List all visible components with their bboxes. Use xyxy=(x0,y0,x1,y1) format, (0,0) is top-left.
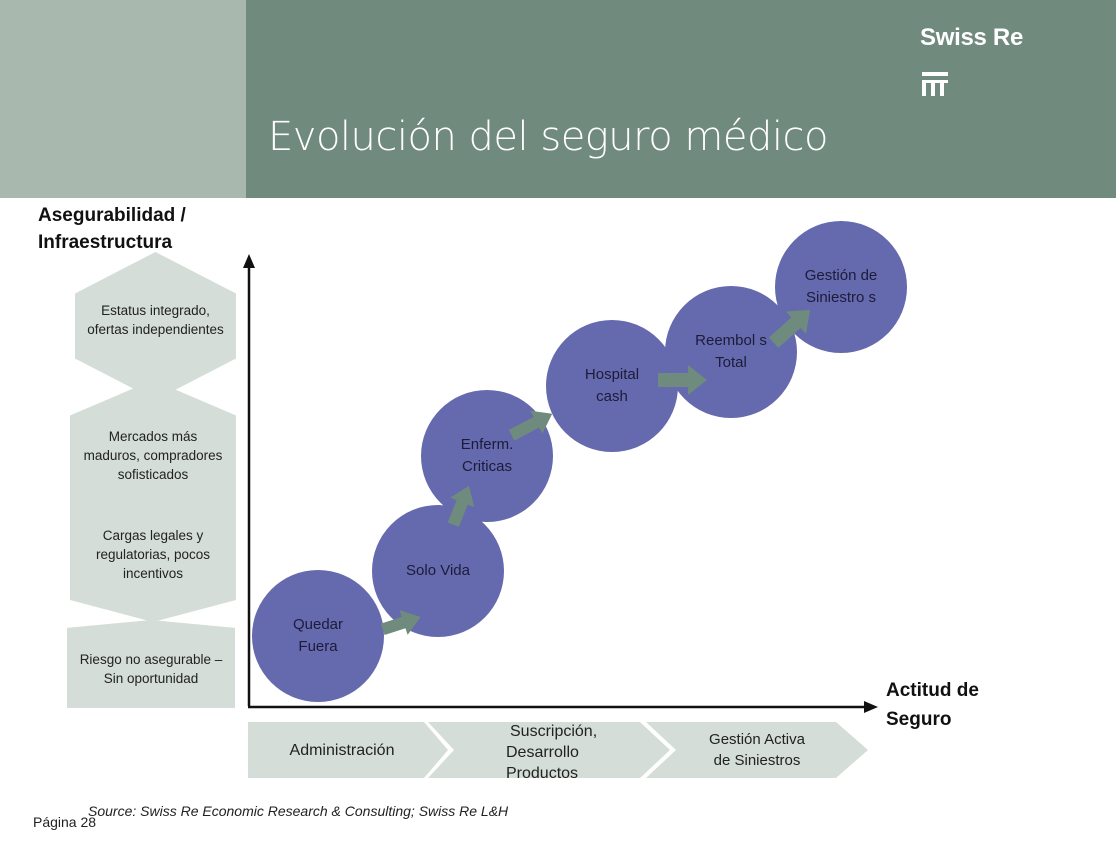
swiss-re-logo-icon xyxy=(922,72,948,96)
page-number: Página 28 xyxy=(33,814,97,830)
page-title: Evolución del seguro médico xyxy=(268,114,828,160)
arrow-5-icon xyxy=(768,309,811,348)
stage-quedar-fuera: Quedar Fuera xyxy=(252,570,384,702)
stage-solo-vida: Solo Vida xyxy=(372,505,504,637)
arrow-3-icon xyxy=(508,410,553,441)
step-gestion-activa: Gestión Activa de Siniestros xyxy=(709,731,805,769)
insurability-block-uninsurable: Riesgo no asegurable – Sin oportunidad xyxy=(67,620,235,708)
x-axis-arrow-head xyxy=(864,701,878,713)
stage-reembolso-total: Reembol s Total xyxy=(665,286,797,418)
logo-text: Swiss Re xyxy=(920,24,1023,51)
step-shape-gestion-activa xyxy=(646,722,868,778)
stage-hospital-cash: Hospital cash xyxy=(546,320,678,452)
step-shape-suscripcion xyxy=(428,722,670,778)
arrow-1-icon xyxy=(380,610,421,636)
y-axis-arrow-head xyxy=(243,254,255,268)
header-left-band xyxy=(0,0,246,198)
step-shape-administracion xyxy=(248,722,448,778)
step-suscripcion: Suscripción, Desarrollo Productos xyxy=(506,722,598,782)
step-administracion: Administración xyxy=(289,741,395,759)
x-axis-label: Actitud de Seguro xyxy=(886,680,979,730)
arrow-4-icon xyxy=(658,365,707,395)
arrow-2-icon xyxy=(447,485,475,527)
header-right-band xyxy=(246,0,1116,198)
source-note: Source: Swiss Re Economic Research & Con… xyxy=(88,803,509,819)
y-axis-label: Asegurabilidad / Infraestructura xyxy=(38,205,186,253)
